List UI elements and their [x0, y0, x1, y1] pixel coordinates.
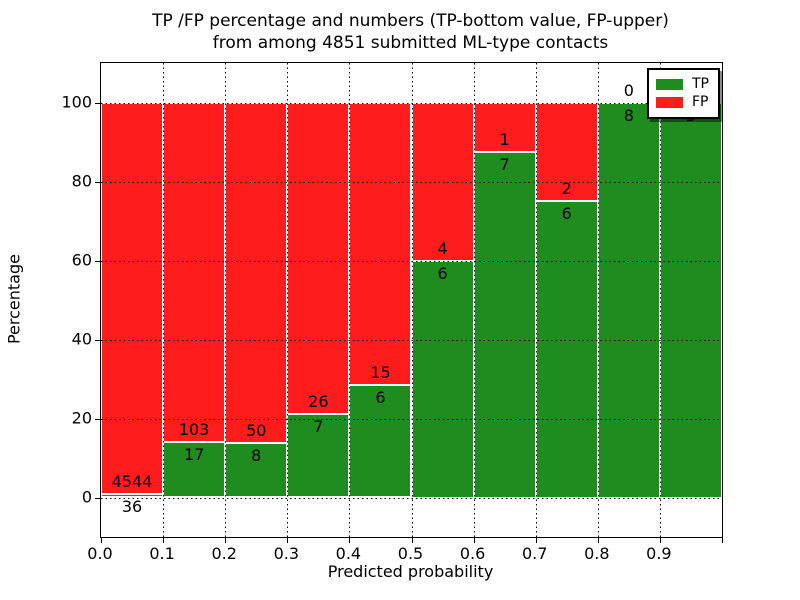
x-tick-mark: [349, 538, 351, 543]
v-gridline-2: [225, 63, 227, 537]
chart-title-line1: TP /FP percentage and numbers (TP-bottom…: [152, 11, 669, 31]
x-tick-mark: [597, 538, 599, 543]
bar-segment-tp-4: [349, 384, 412, 498]
y-tick-mark: [95, 339, 100, 341]
chart-title: TP /FP percentage and numbers (TP-bottom…: [100, 10, 721, 54]
y-tick-mark: [95, 418, 100, 420]
y-tick-label-0: 0: [81, 487, 92, 506]
y-tick-mark: [95, 181, 100, 183]
x-tick-label-0.0: 0.0: [87, 544, 113, 563]
x-tick-label-0.9: 0.9: [646, 544, 672, 563]
bar-segment-fp-2: [225, 102, 288, 444]
fp-count-label: 103: [178, 419, 210, 439]
tp-count-label: 6: [375, 387, 386, 407]
bar-segment-fp-7: [535, 102, 598, 202]
v-gridline-1: [163, 63, 165, 537]
y-tick-label-20: 20: [71, 408, 92, 427]
fp-count-label: 50: [246, 421, 267, 441]
bar-segment-tp-9: [659, 102, 722, 498]
y-tick-mark: [95, 260, 100, 262]
v-gridline-7: [535, 63, 537, 537]
v-gridline-9: [659, 63, 661, 537]
bar-segment-tp-8: [597, 102, 660, 498]
v-gridline-5: [411, 63, 413, 537]
bar-segment-tp-5: [411, 260, 474, 498]
bar-segment-tp-6: [473, 151, 536, 498]
bar-segment-fp-0: [101, 102, 164, 495]
fp-count-label: 15: [370, 362, 391, 382]
tp-count-label: 8: [623, 105, 634, 125]
x-tick-mark: [101, 538, 102, 543]
x-axis-label: Predicted probability: [327, 562, 494, 581]
bar-segment-tp-7: [535, 201, 598, 498]
y-tick-mark: [95, 497, 100, 499]
legend-row-fp: FP: [656, 93, 709, 111]
fp-count-label: 26: [308, 391, 329, 411]
x-tick-label-0.3: 0.3: [273, 544, 300, 563]
bar-segment-tp-0: [101, 494, 164, 498]
y-tick-label-60: 60: [71, 250, 92, 269]
legend: TP FP: [647, 68, 720, 119]
x-tick-mark: [535, 538, 537, 543]
tp-count-label: 6: [437, 263, 448, 283]
bar-segment-tp-2: [225, 443, 288, 498]
v-gridline-8: [597, 63, 599, 537]
x-tick-label-0.2: 0.2: [211, 544, 237, 563]
bar-segment-fp-4: [349, 102, 412, 385]
x-tick-label-0.6: 0.6: [459, 544, 486, 563]
fp-legend-label: FP: [692, 94, 709, 110]
tp-count-label: 7: [313, 416, 324, 436]
y-tick-label-40: 40: [71, 329, 92, 348]
y-tick-label-80: 80: [71, 171, 92, 190]
v-gridline-6: [473, 63, 475, 537]
fp-count-label: 4544: [111, 472, 153, 492]
fp-count-label: 1: [499, 129, 510, 149]
bar-segment-fp-3: [287, 102, 350, 414]
y-tick-label-100: 100: [61, 92, 92, 111]
fp-count-label: 4: [437, 238, 448, 258]
fp-legend-swatch: [656, 96, 683, 108]
tp-count-label: 8: [251, 446, 262, 466]
tp-count-label: 7: [499, 154, 510, 174]
tp-count-label: 17: [183, 444, 205, 464]
x-tick-mark: [287, 538, 289, 543]
x-tick-mark: [411, 538, 413, 543]
tp-count-label: 36: [121, 497, 143, 517]
bar-segment-tp-3: [287, 413, 350, 498]
x-tick-label-0.7: 0.7: [521, 544, 548, 563]
x-tick-mark: [722, 538, 723, 543]
x-tick-mark: [473, 538, 475, 543]
tp-count-label: 6: [561, 204, 572, 224]
fp-count-label: 2: [561, 179, 572, 199]
x-tick-label-0.4: 0.4: [335, 544, 362, 563]
y-tick-mark: [95, 102, 100, 104]
plot-area: 454436103175082671564617260805 TP FP: [95, 62, 723, 543]
y-axis-label: Percentage: [4, 254, 24, 345]
x-tick-mark: [163, 538, 165, 543]
v-gridline-4: [349, 63, 351, 537]
x-tick-label-0.1: 0.1: [149, 544, 175, 563]
legend-row-tp: TP: [656, 75, 709, 93]
bar-segment-fp-6: [473, 102, 536, 152]
x-tick-mark: [225, 538, 227, 543]
bar-segment-fp-1: [163, 102, 226, 442]
x-tick-mark: [659, 538, 661, 543]
chart-title-line2: from among 4851 submitted ML-type contac…: [212, 33, 609, 53]
tp-legend-swatch: [656, 78, 683, 90]
fp-count-label: 0: [623, 80, 634, 100]
x-tick-label-0.8: 0.8: [584, 544, 610, 563]
tp-legend-label: TP: [692, 76, 709, 92]
x-tick-label-0.5: 0.5: [397, 544, 424, 563]
v-gridline-3: [287, 63, 289, 537]
